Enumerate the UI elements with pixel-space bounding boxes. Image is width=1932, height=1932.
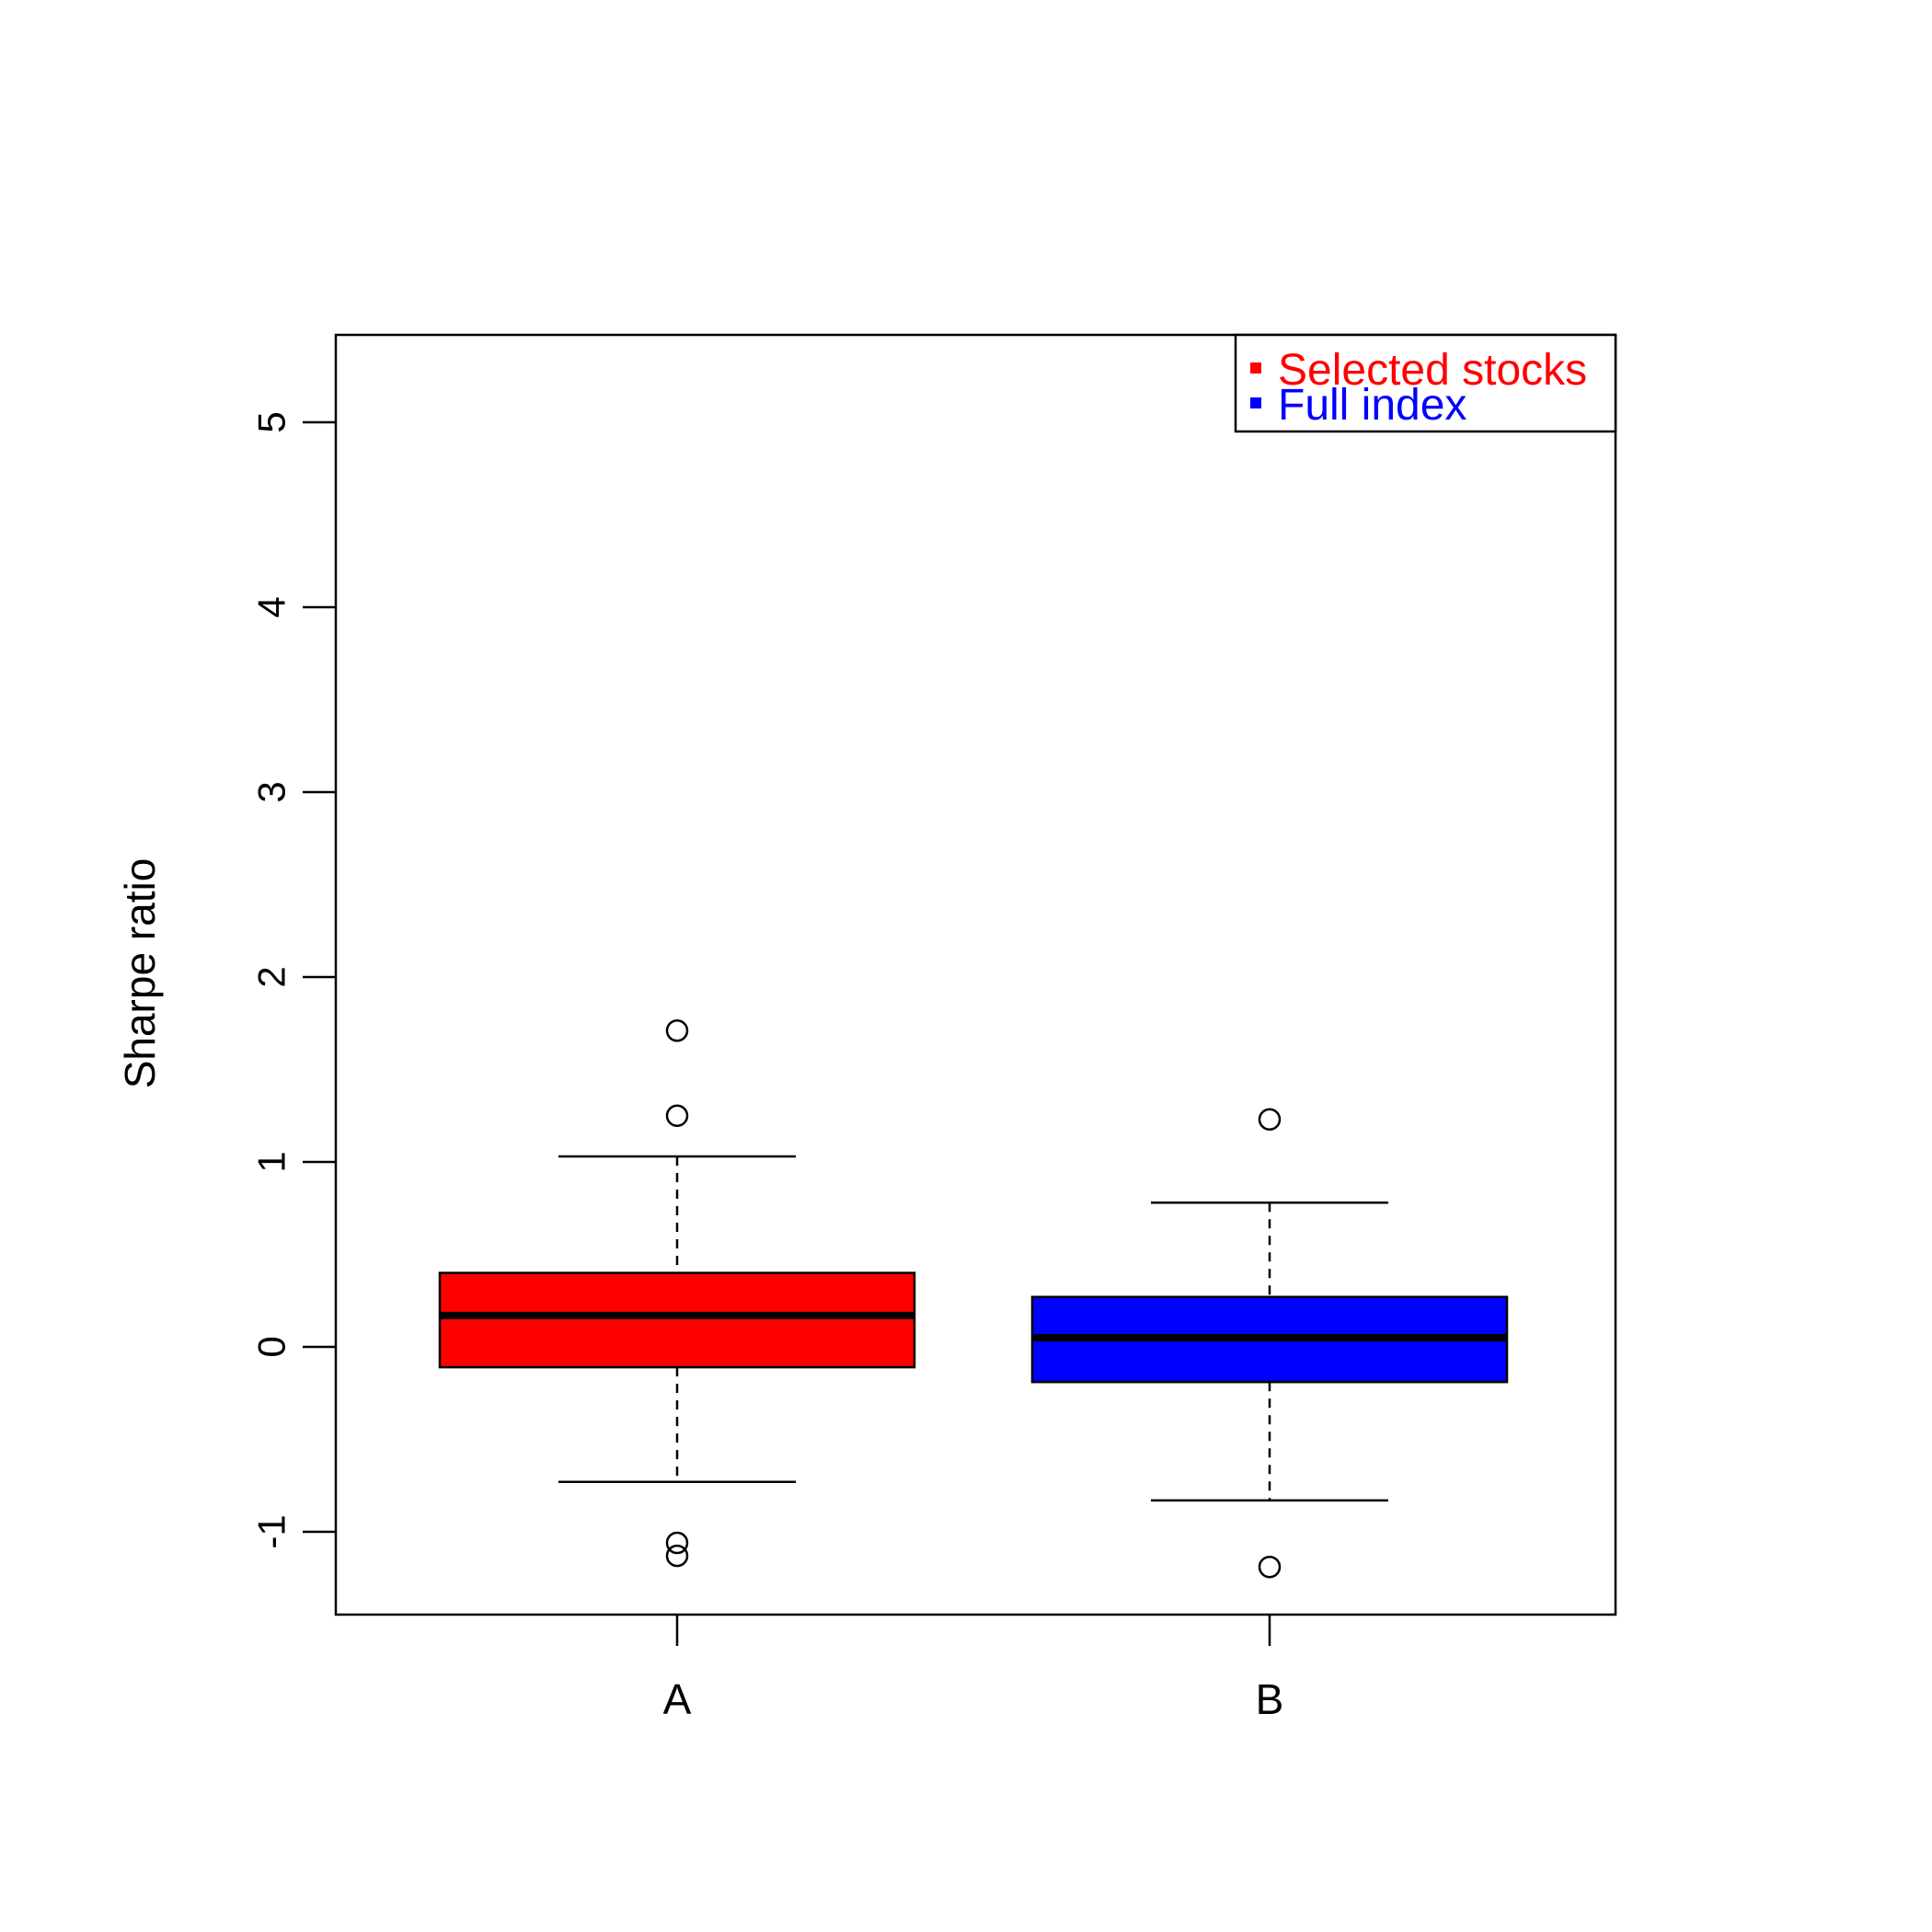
plot-frame [334, 333, 1617, 1616]
outlier-point [1258, 1555, 1282, 1579]
y-axis-title: Sharpe ratio [116, 858, 164, 1089]
y-tick-label: 2 [250, 966, 293, 987]
interquartile-box [438, 1271, 916, 1369]
legend-box [1234, 333, 1617, 433]
outlier-point [665, 1019, 689, 1042]
y-tick-label: 1 [250, 1151, 293, 1172]
legend-label: Full index [1278, 381, 1466, 430]
outlier-point [1258, 1108, 1282, 1132]
x-category-label: B [1256, 1675, 1284, 1723]
box-A [438, 1019, 916, 1568]
legend-swatch [1250, 362, 1261, 374]
legend-swatch [1250, 397, 1261, 408]
boxes-layer [438, 1019, 1509, 1579]
y-tick-label: -1 [250, 1514, 293, 1548]
y-axis: -1 0 1 2 3 4 5 [250, 411, 336, 1549]
outlier-point [665, 1104, 689, 1127]
y-tick-label: 0 [250, 1336, 293, 1357]
x-category-label: A [663, 1675, 692, 1723]
y-tick-label: 4 [250, 596, 293, 617]
outlier-point [665, 1544, 689, 1568]
legend-label: Selected stocks [1278, 346, 1587, 395]
y-tick-label: 5 [250, 411, 293, 432]
y-tick-label: 3 [250, 781, 293, 802]
outlier-point [665, 1531, 689, 1555]
box-B [1030, 1108, 1509, 1579]
